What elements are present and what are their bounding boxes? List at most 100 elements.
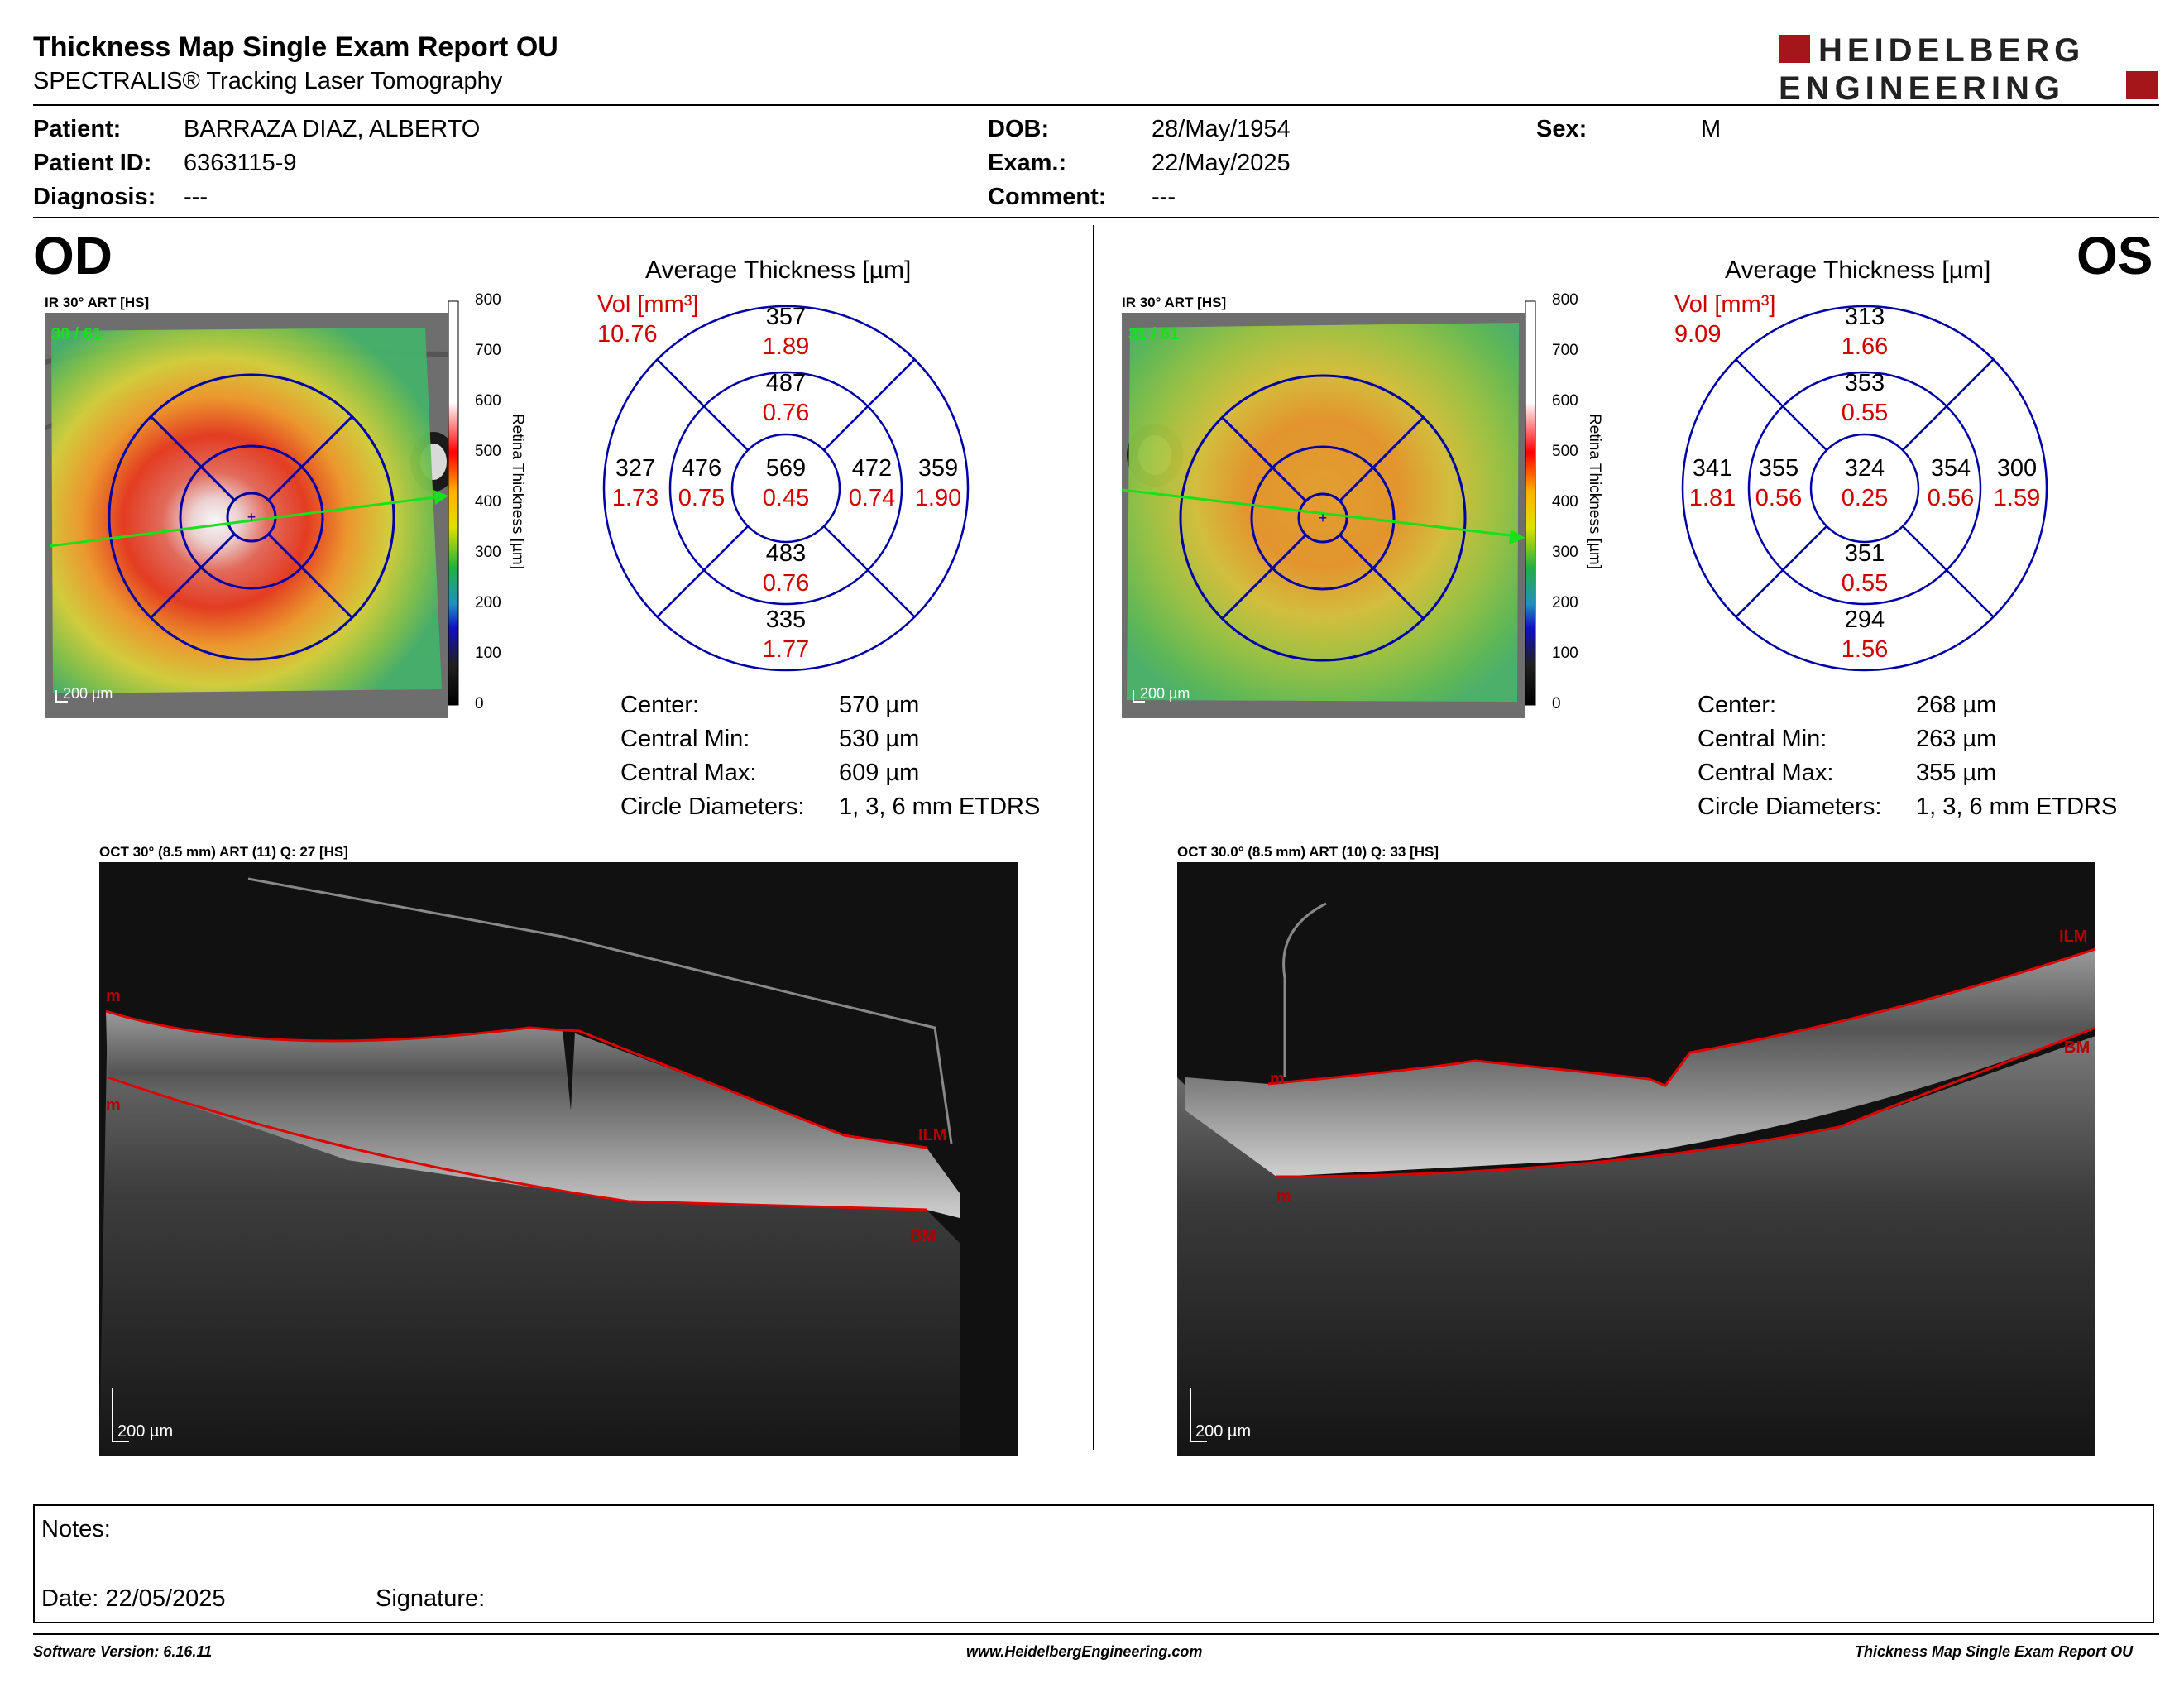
- os-inner-right-volume: 0.56: [1928, 485, 1974, 511]
- os-stat-label: Circle Diameters:: [1698, 794, 1882, 820]
- exam-value: 22/May/2025: [1152, 150, 1291, 176]
- os-inner-inf-thickness: 351: [1845, 540, 1885, 567]
- os-outer-inf-volume: 1.56: [1842, 636, 1888, 663]
- os-outer-left-thickness: 341: [1693, 455, 1732, 482]
- patient-id-value: 6363115-9: [184, 150, 297, 176]
- os-etdrs-chart: 313 1.66 353 0.55 324 0.25 355 0.56 354 …: [1681, 304, 2048, 672]
- notes-label: Notes:: [41, 1516, 111, 1542]
- eye-label-od: OD: [33, 226, 113, 285]
- od-stat-value: 530 µm: [839, 726, 920, 752]
- os-outer-sup-volume: 1.66: [1842, 333, 1888, 360]
- od-center-thickness: 569: [766, 455, 806, 482]
- software-version: Software Version: 6.16.11: [33, 1643, 213, 1660]
- diagnosis-label: Diagnosis:: [33, 184, 156, 210]
- os-outer-right-volume: 1.59: [1994, 485, 2040, 511]
- os-oct-label-m1: m: [1270, 1070, 1285, 1088]
- os-inner-inf-volume: 0.55: [1842, 570, 1888, 597]
- os-cbar-tick-600: 600: [1552, 392, 1578, 410]
- os-oct-caption: OCT 30.0° (8.5 mm) ART (10) Q: 33 [HS]: [1177, 844, 1439, 860]
- os-ir-scale: 200 µm: [1140, 685, 1190, 702]
- od-ir-overlay: 30 / 61: [51, 325, 102, 343]
- heidelberg-logo: HEIDELBERG ENGINEERING: [1779, 32, 2158, 103]
- od-oct-label-ilm: ILM: [918, 1126, 946, 1144]
- od-inner-right-volume: 0.74: [849, 485, 895, 511]
- od-stat-label: Central Min:: [620, 726, 750, 752]
- od-inner-inf-thickness: 483: [766, 540, 806, 567]
- od-ir-scale: 200 µm: [63, 685, 113, 702]
- os-inner-sup-thickness: 353: [1845, 370, 1885, 396]
- comment-value: ---: [1152, 184, 1176, 210]
- exam-label: Exam.:: [988, 150, 1067, 176]
- os-vol-total: 9.09: [1674, 321, 1722, 348]
- os-oct-bscan: m m ILM BM 200 µm: [1177, 862, 2095, 1456]
- report-subtitle: SPECTRALIS® Tracking Laser Tomography: [33, 68, 503, 94]
- od-inner-inf-volume: 0.76: [763, 570, 809, 597]
- os-outer-sup-thickness: 313: [1845, 304, 1885, 330]
- od-etdrs-chart: 357 1.89 487 0.76 569 0.45 476 0.75 472 …: [602, 304, 970, 672]
- os-inner-left-volume: 0.56: [1755, 485, 1802, 511]
- od-stat-value: 609 µm: [839, 760, 920, 786]
- od-cbar-tick-300: 300: [475, 544, 501, 561]
- patient-id-label: Patient ID:: [33, 150, 152, 176]
- logo-text-2: ENGINEERING: [1779, 70, 2065, 103]
- os-outer-left-volume: 1.81: [1689, 485, 1736, 511]
- od-thickness-map: + 30 / 61 200 µm: [45, 313, 448, 718]
- os-stat-value: 268 µm: [1916, 692, 1997, 718]
- os-oct-label-ilm: ILM: [2059, 928, 2087, 946]
- os-oct-label-bm: BM: [2064, 1038, 2090, 1057]
- os-thickness-map: + 31 / 61 200 µm: [1122, 313, 1525, 718]
- od-outer-left-volume: 1.73: [612, 485, 659, 511]
- od-center-volume: 0.45: [763, 485, 809, 511]
- os-cbar-tick-300: 300: [1552, 544, 1578, 561]
- os-oct-label-m2: m: [1276, 1187, 1291, 1206]
- os-center-thickness: 324: [1845, 455, 1885, 482]
- os-outer-right-thickness: 300: [1997, 455, 2037, 482]
- od-inner-left-thickness: 476: [682, 455, 721, 482]
- sex-label: Sex:: [1536, 116, 1588, 142]
- os-cbar-tick-500: 500: [1552, 443, 1578, 460]
- od-cbar-tick-600: 600: [475, 392, 501, 410]
- od-stat-label: Circle Diameters:: [620, 794, 805, 820]
- os-stat-label: Central Min:: [1698, 726, 1827, 752]
- eye-label-os: OS: [2076, 226, 2153, 285]
- od-oct-bscan: m m ILM BM 200 µm: [99, 862, 1018, 1456]
- svg-text:+: +: [1319, 510, 1328, 526]
- od-cbar-tick-700: 700: [475, 342, 501, 359]
- diagnosis-value: ---: [184, 184, 208, 210]
- os-stat-value: 355 µm: [1916, 760, 1997, 786]
- od-outer-inf-volume: 1.77: [763, 636, 809, 663]
- os-inner-right-thickness: 354: [1931, 455, 1971, 482]
- os-stat-label: Central Max:: [1698, 760, 1834, 786]
- os-cbar-tick-200: 200: [1552, 594, 1578, 611]
- od-oct-label-bm: BM: [910, 1227, 936, 1245]
- website-link[interactable]: www.HeidelbergEngineering.com: [966, 1643, 1203, 1660]
- od-outer-right-thickness: 359: [918, 455, 958, 482]
- os-center-volume: 0.25: [1842, 485, 1888, 511]
- footer-rule: [33, 1633, 2159, 1635]
- footer-report-name: Thickness Map Single Exam Report OU: [1855, 1643, 2134, 1660]
- os-stat-value: 263 µm: [1916, 726, 1997, 752]
- od-stat-label: Center:: [620, 692, 700, 718]
- patient-label: Patient:: [33, 116, 122, 142]
- date-label: Date: 22/05/2025: [41, 1585, 226, 1612]
- header-rule: [33, 104, 2159, 106]
- os-cbar-tick-400: 400: [1552, 493, 1578, 511]
- od-stat-value: 1, 3, 6 mm ETDRS: [839, 794, 1041, 820]
- os-avg-thickness-title: Average Thickness [µm]: [1725, 257, 1991, 284]
- od-cbar-tick-800: 800: [475, 291, 501, 309]
- os-vol-label: Vol [mm³]: [1674, 291, 1776, 318]
- od-inner-left-volume: 0.75: [678, 485, 725, 511]
- sex-value: M: [1701, 116, 1722, 142]
- os-stat-label: Center:: [1698, 692, 1777, 718]
- od-cbar-title: Retina Thickness [µm]: [509, 414, 526, 569]
- os-cbar-tick-0: 0: [1552, 695, 1561, 712]
- os-outer-inf-thickness: 294: [1845, 607, 1885, 633]
- od-oct-label-m1: m: [106, 987, 121, 1005]
- od-inner-sup-volume: 0.76: [763, 400, 809, 426]
- od-inner-right-thickness: 472: [852, 455, 892, 482]
- info-rule: [33, 217, 2159, 218]
- od-outer-inf-thickness: 335: [766, 607, 806, 633]
- od-oct-caption: OCT 30° (8.5 mm) ART (11) Q: 27 [HS]: [99, 844, 348, 860]
- report-title: Thickness Map Single Exam Report OU: [33, 31, 558, 63]
- od-cbar-tick-500: 500: [475, 443, 501, 460]
